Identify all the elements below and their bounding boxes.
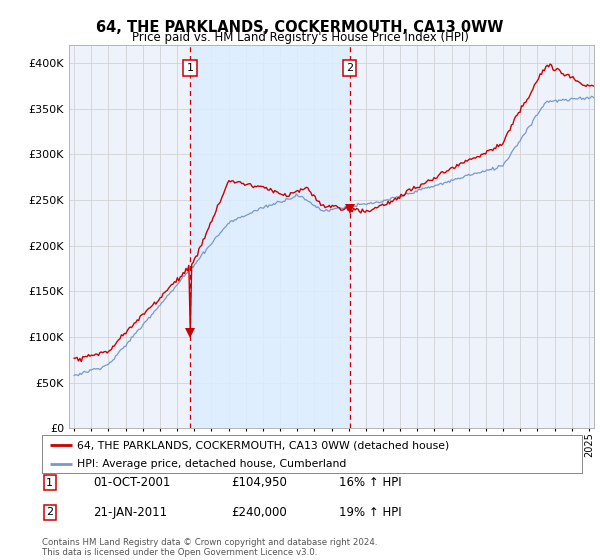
Text: 21-JAN-2011: 21-JAN-2011: [93, 506, 167, 519]
Text: HPI: Average price, detached house, Cumberland: HPI: Average price, detached house, Cumb…: [77, 459, 346, 469]
Text: 01-OCT-2001: 01-OCT-2001: [93, 476, 170, 489]
Bar: [190, 45, 350, 428]
Text: 1: 1: [187, 63, 193, 73]
Text: 2: 2: [46, 507, 53, 517]
Text: 19% ↑ HPI: 19% ↑ HPI: [339, 506, 401, 519]
Text: Price paid vs. HM Land Registry's House Price Index (HPI): Price paid vs. HM Land Registry's House …: [131, 31, 469, 44]
Text: Contains HM Land Registry data © Crown copyright and database right 2024.
This d: Contains HM Land Registry data © Crown c…: [42, 538, 377, 557]
Text: £240,000: £240,000: [231, 506, 287, 519]
Text: 64, THE PARKLANDS, COCKERMOUTH, CA13 0WW (detached house): 64, THE PARKLANDS, COCKERMOUTH, CA13 0WW…: [77, 440, 449, 450]
Text: £104,950: £104,950: [231, 476, 287, 489]
Text: 2: 2: [346, 63, 353, 73]
Text: 64, THE PARKLANDS, COCKERMOUTH, CA13 0WW: 64, THE PARKLANDS, COCKERMOUTH, CA13 0WW: [97, 20, 503, 35]
Text: 1: 1: [46, 478, 53, 488]
Text: 16% ↑ HPI: 16% ↑ HPI: [339, 476, 401, 489]
